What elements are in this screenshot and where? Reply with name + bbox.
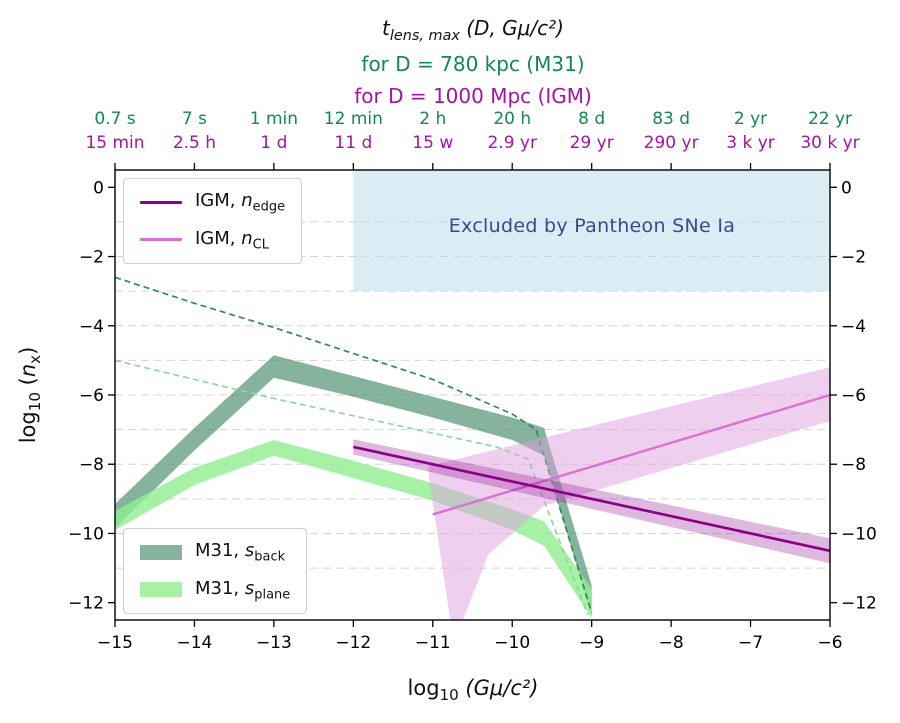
y-tick-label: −8	[79, 455, 104, 475]
y-tick-label-right: −12	[841, 594, 877, 614]
x-tick-label: −11	[415, 633, 451, 653]
top-tick-label-igm: 15 w	[412, 133, 453, 153]
igm-edge-line	[353, 445, 831, 553]
x-tick-label: −12	[335, 633, 371, 653]
legend-m31: M31, sback M31, splane	[123, 528, 308, 615]
plot-title: tlens, max (D, Gμ/c²)	[382, 16, 564, 44]
top-tick-label-igm: 15 min	[85, 133, 144, 153]
top-tick-label-m31: 8 d	[578, 109, 605, 129]
x-tick-label: −15	[97, 633, 133, 653]
y-tick-label-right: −6	[841, 386, 866, 406]
legend-item-m31-back: M31, sback	[140, 540, 290, 565]
legend-igm: IGM, nedge IGM, nCL	[123, 178, 303, 265]
m31-back-swatch	[140, 544, 182, 560]
top-tick-label-m31: 22 yr	[808, 109, 852, 129]
top-tick-label-igm: 3 k yr	[726, 133, 775, 153]
subtitle-m31: for D = 780 kpc (M31)	[361, 52, 585, 76]
top-tick-label-igm: 2.5 h	[173, 133, 216, 153]
top-tick-label-m31: 20 h	[493, 109, 531, 129]
title-var: t	[382, 16, 390, 40]
legend-label-m31-plane: M31, splane	[195, 577, 291, 603]
m31-back-dashed-line	[114, 276, 593, 614]
y-tick-label-right: −2	[841, 248, 866, 268]
x-tick-label: −7	[738, 633, 763, 653]
x-tick-label: −9	[579, 633, 604, 653]
excluded-region	[353, 170, 830, 292]
top-tick-label-m31: 2 yr	[734, 109, 767, 129]
igm-cl-swatch	[140, 238, 182, 242]
y-tick-label-right: −4	[841, 317, 866, 337]
y-tick-label: −4	[79, 317, 104, 337]
top-tick-label-igm: 29 yr	[570, 133, 614, 153]
title-sub: lens, max	[389, 28, 460, 44]
x-tick-label: −14	[176, 633, 212, 653]
igm-cl-line	[432, 393, 831, 516]
legend-label-m31-back: M31, sback	[195, 540, 286, 565]
top-tick-label-m31: 1 min	[250, 109, 298, 129]
top-tick-label-igm: 2.9 yr	[487, 133, 537, 153]
y-tick-label-right: −10	[841, 524, 877, 544]
x-tick-label: −13	[256, 633, 292, 653]
x-tick-label: −10	[494, 633, 530, 653]
title-rest: (D, Gμ/c²)	[459, 16, 564, 40]
legend-label-igm-cl: IGM, nCL	[195, 227, 269, 253]
legend-item-igm-edge: IGM, nedge	[140, 190, 285, 215]
m31-plane-dashed-line	[114, 359, 589, 616]
y-tick-label-right: 0	[841, 178, 852, 198]
x-axis-label: log10 (Gμ/c²)	[407, 676, 539, 705]
m31-plane-swatch	[140, 582, 182, 598]
y-tick-label: −2	[79, 248, 104, 268]
top-tick-label-m31: 83 d	[652, 109, 690, 129]
x-tick-label: −8	[659, 633, 684, 653]
legend-item-igm-cl: IGM, nCL	[140, 227, 285, 253]
excluded-region-label: Excluded by Pantheon SNe Ia	[448, 215, 736, 237]
top-tick-label-m31: 0.7 s	[94, 109, 135, 129]
top-tick-label-igm: 30 k yr	[800, 133, 859, 153]
y-tick-label: −10	[68, 524, 104, 544]
y-tick-label: 0	[93, 178, 104, 198]
top-tick-label-m31: 7 s	[182, 109, 207, 129]
top-tick-label-m31: 2 h	[419, 109, 446, 129]
m31-plane-band	[115, 440, 592, 619]
top-tick-label-igm: 11 d	[334, 133, 372, 153]
y-tick-label: −6	[79, 386, 104, 406]
y-tick-label-right: −8	[841, 455, 866, 475]
y-axis-label: log10 (nx)	[15, 346, 45, 444]
legend-item-m31-plane: M31, splane	[140, 577, 291, 603]
m31-back-band	[115, 355, 592, 617]
top-tick-label-m31: 12 min	[324, 109, 383, 129]
subtitle-igm: for D = 1000 Mpc (IGM)	[354, 84, 592, 108]
igm-edge-swatch	[140, 200, 182, 204]
y-tick-label: −12	[68, 594, 104, 614]
top-tick-label-igm: 290 yr	[644, 133, 699, 153]
top-tick-label-igm: 1 d	[260, 133, 287, 153]
igm-cl-band	[428, 367, 830, 620]
legend-label-igm-edge: IGM, nedge	[195, 190, 286, 215]
x-tick-label: −6	[817, 633, 842, 653]
igm-edge-band	[353, 439, 830, 564]
